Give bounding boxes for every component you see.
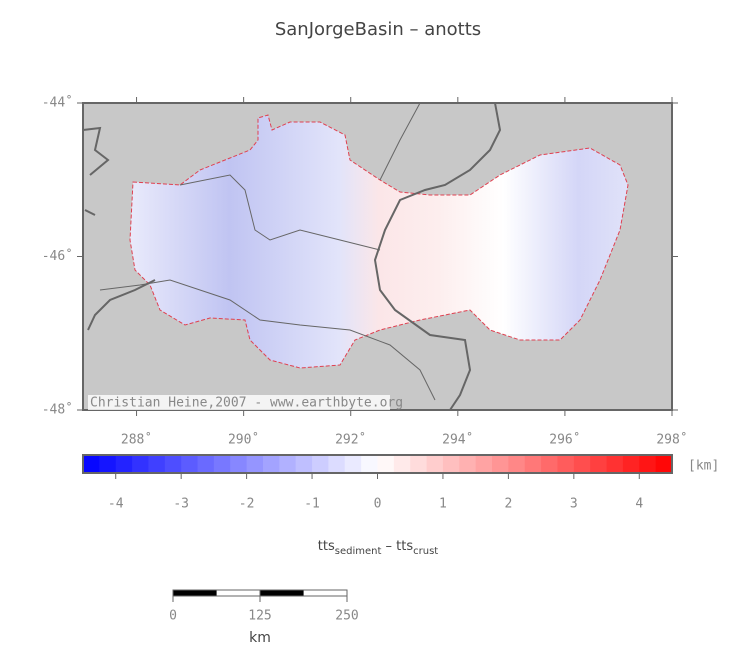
label-sub: crust (413, 546, 438, 557)
colorbar-cell (459, 455, 477, 473)
colorbar-cell (115, 455, 133, 473)
colorbar-cell (197, 455, 215, 473)
colorbar-cell (655, 455, 673, 473)
colorbar-cell (442, 455, 460, 473)
colorbar-tick-label: -2 (239, 497, 255, 512)
colorbar-cell (606, 455, 624, 473)
colorbar-cell (377, 455, 395, 473)
colorbar-cell (312, 455, 329, 473)
colorbar-cell (508, 455, 526, 473)
label-sub: sediment (335, 546, 382, 557)
colorbar-cell (148, 455, 166, 473)
credit: Christian Heine,2007 - www.earthbyte.org (90, 396, 403, 411)
colorbar-cell (344, 455, 362, 473)
colorbar-tick-label: 0 (374, 497, 382, 512)
colorbar-cell (557, 455, 575, 473)
colorbar-tick-label: 1 (439, 497, 447, 512)
colorbar-cell (164, 455, 182, 473)
colorbar-cell (524, 455, 542, 473)
colorbar-cell (230, 455, 248, 473)
title: SanJorgeBasin – anotts (275, 19, 481, 40)
scalebar-label: 250 (335, 609, 358, 624)
colorbar-cell (328, 455, 346, 473)
lat-label: -44˚ (42, 95, 73, 111)
colorbar-cell (492, 455, 509, 473)
coastlines (82, 102, 502, 411)
colorbar-tick-label: 2 (504, 497, 512, 512)
credit-box (88, 395, 390, 410)
scalebar-segment (172, 589, 217, 597)
colorbar-unit: [km] (688, 459, 719, 474)
lon-label: 294˚ (442, 432, 473, 448)
lon-label: 292˚ (335, 432, 366, 448)
colorbar-cell (410, 455, 428, 473)
colorbar-label: ttssediment – ttscrust (318, 539, 439, 558)
colorbar-tick-label: -3 (173, 497, 189, 512)
colorbar-cell (213, 455, 231, 473)
lon-label: 290˚ (228, 432, 259, 448)
lat-label: -48˚ (42, 402, 73, 418)
scalebar-segment (216, 589, 261, 597)
colorbar-cell (246, 455, 264, 473)
lon-label: 296˚ (549, 432, 580, 448)
scalebar-label: 125 (248, 609, 271, 624)
colorbar-cell (262, 455, 280, 473)
colorbar-cell (573, 455, 591, 473)
scalebar-label: 0 (169, 609, 177, 624)
colorbar-cell (639, 455, 657, 473)
lon-label: 298˚ (656, 432, 687, 448)
colorbar-tick-label: -1 (304, 497, 320, 512)
label-part: tts (318, 539, 335, 554)
colorbar-cell (279, 455, 297, 473)
scalebar-segment (303, 589, 348, 597)
scalebar-unit: km (249, 630, 271, 646)
scalebar-segment (259, 589, 304, 597)
colorbar-cell (181, 455, 199, 473)
colorbar-tick-label: -4 (108, 497, 124, 512)
colorbar-cell (622, 455, 640, 473)
colorbar-cell (295, 455, 313, 473)
colorbar (83, 455, 673, 473)
colorbar-cell (475, 455, 493, 473)
colorbar-tick-label: 3 (570, 497, 578, 512)
lat-label: -46˚ (42, 248, 73, 264)
colorbar-cell (361, 455, 378, 473)
lon-label: 288˚ (121, 432, 152, 448)
colorbar-cell (83, 455, 100, 473)
colorbar-tick-label: 4 (635, 497, 643, 512)
colorbar-cell (590, 455, 608, 473)
label-part: – tts (381, 539, 413, 554)
colorbar-cell (393, 455, 411, 473)
colorbar-cell (426, 455, 444, 473)
colorbar-cell (99, 455, 117, 473)
anomaly-field (129, 114, 629, 369)
colorbar-cell (541, 455, 558, 473)
colorbar-cell (132, 455, 149, 473)
